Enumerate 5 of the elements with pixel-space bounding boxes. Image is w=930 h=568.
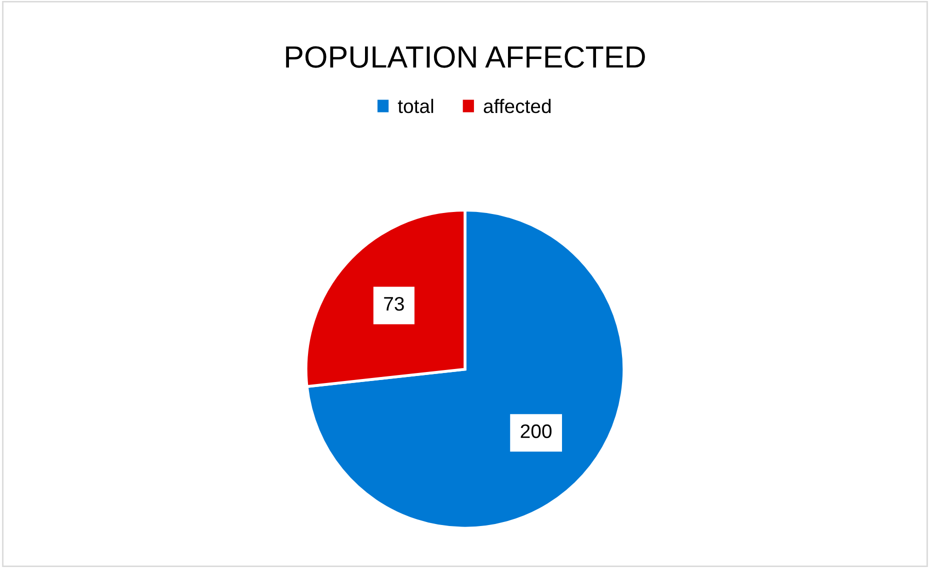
data-label: 73 bbox=[384, 296, 404, 311]
data-label: 200 bbox=[520, 424, 552, 438]
chart-title: POPULATION AFFECTED bbox=[286, 46, 645, 68]
legend-label: affected bbox=[484, 98, 551, 114]
legend-label: total bbox=[398, 98, 434, 114]
